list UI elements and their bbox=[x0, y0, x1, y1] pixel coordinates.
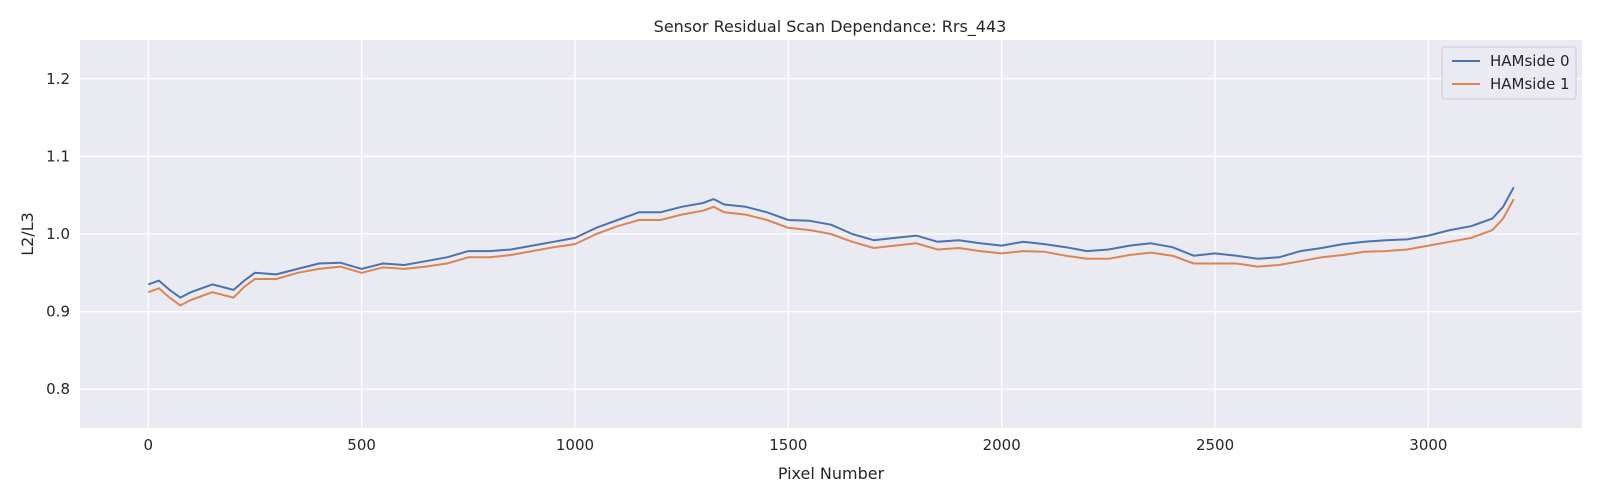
y-tick-label: 0.9 bbox=[46, 303, 70, 321]
x-tick-label: 1000 bbox=[556, 436, 594, 454]
y-tick-label: 1.1 bbox=[46, 147, 70, 165]
x-tick-labels: 0 500 1000 1500 2000 2500 3000 bbox=[143, 436, 1447, 454]
x-tick-label: 2500 bbox=[1196, 436, 1234, 454]
legend-label-hamside-1: HAMside 1 bbox=[1490, 75, 1570, 93]
y-tick-labels: 0.8 0.9 1.0 1.1 1.2 bbox=[46, 70, 70, 398]
chart-title: Sensor Residual Scan Dependance: Rrs_443 bbox=[654, 17, 1007, 37]
y-tick-label: 1.0 bbox=[46, 225, 70, 243]
legend: HAMside 0 HAMside 1 bbox=[1441, 46, 1577, 100]
series-line-hamside-1 bbox=[147, 198, 1515, 307]
x-tick-label: 500 bbox=[347, 436, 376, 454]
y-axis-title: L2/L3 bbox=[18, 212, 37, 256]
x-tick-label: 2000 bbox=[983, 436, 1021, 454]
y-tick-label: 0.8 bbox=[46, 380, 70, 398]
x-axis-title: Pixel Number bbox=[778, 464, 885, 483]
x-tick-label: 1500 bbox=[769, 436, 807, 454]
legend-label-hamside-0: HAMside 0 bbox=[1490, 52, 1570, 70]
x-tick-label: 3000 bbox=[1409, 436, 1447, 454]
series-line-hamside-0 bbox=[147, 186, 1515, 299]
y-tick-label: 1.2 bbox=[46, 70, 70, 88]
series-lines bbox=[147, 186, 1515, 307]
x-tick-label: 0 bbox=[143, 436, 153, 454]
